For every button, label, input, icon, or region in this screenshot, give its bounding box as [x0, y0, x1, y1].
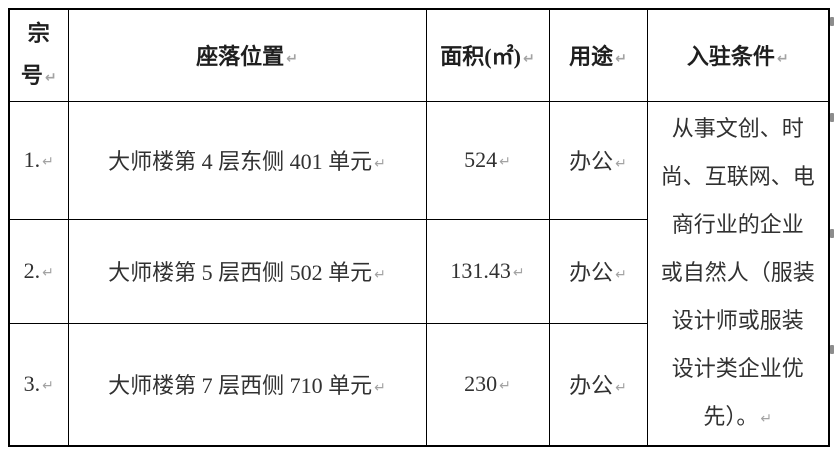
serial-value: 2. [23, 258, 41, 283]
paragraph-mark-icon: ↵ [42, 265, 54, 281]
paragraph-mark-icon: ↵ [512, 265, 525, 281]
area-value: 230 [464, 371, 498, 397]
header-location-label: 座落位置 [196, 44, 285, 70]
paragraph-mark-icon: ↵ [499, 154, 511, 170]
header-location: 座落位置 ↵ [67, 8, 427, 102]
location-value: 大师楼第 7 层西侧 710 单元 [108, 373, 373, 399]
usage-value: 办公 [569, 149, 614, 174]
header-entry-conditions-label: 入驻条件 [686, 44, 775, 70]
paragraph-mark-icon: ↵ [776, 51, 789, 68]
cell-location: 大师楼第 7 层西侧 710 单元 ↵ [67, 322, 427, 447]
cell-usage: 办公 ↵ [548, 218, 648, 324]
header-serial-number-label: 宗号 [20, 21, 50, 89]
serial-value: 1. [23, 147, 41, 172]
paragraph-mark-icon: ↵ [760, 411, 773, 428]
table-row: 1. ↵ 大师楼第 4 层东侧 401 单元 ↵ 524 ↵ 办公 ↵ 从事文创、时 尚、… [8, 100, 830, 447]
header-usage: 用途 ↵ [548, 8, 648, 102]
paragraph-mark-icon: ↵ [615, 267, 627, 283]
entry-conditions-text: 从事文创、时 尚、互联网、电 商行业的企业 或自然人（服装 设计师或服装 设计类企业优 先）… [660, 116, 815, 430]
row-end-mark-icon [830, 229, 834, 238]
location-value: 大师楼第 5 层西侧 502 单元 [108, 260, 373, 285]
paragraph-mark-icon: ↵ [42, 154, 54, 170]
usage-value: 办公 [569, 260, 614, 285]
paragraph-mark-icon: ↵ [374, 267, 386, 283]
usage-value: 办公 [569, 373, 614, 399]
cell-serial: 2. ↵ [8, 218, 69, 324]
paragraph-mark-icon: ↵ [615, 380, 627, 397]
header-entry-conditions: 入驻条件 ↵ [646, 8, 830, 102]
location-value: 大师楼第 4 层东侧 401 单元 [108, 149, 373, 174]
row-end-mark-icon [830, 113, 834, 122]
paragraph-mark-icon: ↵ [615, 51, 627, 68]
table-row: 3. ↵ 大师楼第 7 层西侧 710 单元 ↵ 230 ↵ 办公 ↵ [8, 322, 829, 447]
cell-location: 大师楼第 5 层西侧 502 单元 ↵ [67, 218, 427, 324]
property-listing-table: 宗号 ↵ 座落位置 ↵ 面积(㎡) ↵ 用途 ↵ 入驻条件 ↵ 1. ↵ 大师楼第 4 层东… [8, 8, 830, 447]
serial-value: 3. [23, 371, 41, 397]
header-area: 面积(㎡) ↵ [425, 8, 550, 102]
paragraph-mark-icon: ↵ [615, 156, 627, 172]
row-end-mark-icon [830, 17, 834, 26]
header-area-label: 面积(㎡) [440, 44, 521, 70]
cell-usage: 办公 ↵ [548, 100, 648, 220]
cell-usage: 办公 ↵ [548, 322, 648, 447]
cell-area: 524 ↵ [425, 100, 550, 220]
cell-serial: 3. ↵ [8, 322, 69, 447]
paragraph-mark-icon: ↵ [499, 378, 511, 395]
cell-area: 131.43 ↵ [425, 218, 550, 324]
cell-location: 大师楼第 4 层东侧 401 单元 ↵ [67, 100, 427, 220]
paragraph-mark-icon: ↵ [286, 51, 298, 68]
header-usage-label: 用途 [569, 44, 614, 70]
paragraph-mark-icon: ↵ [42, 378, 54, 395]
cell-entry-conditions: 从事文创、时 尚、互联网、电 商行业的企业 或自然人（服装 设计师或服装 设计类企业优 先）… [646, 100, 830, 447]
area-value: 524 [464, 147, 498, 172]
row-end-mark-icon [830, 345, 834, 354]
paragraph-mark-icon: ↵ [522, 51, 535, 68]
paragraph-mark-icon: ↵ [44, 70, 57, 87]
area-value: 131.43 [450, 258, 511, 283]
cell-serial: 1. ↵ [8, 100, 69, 220]
paragraph-mark-icon: ↵ [374, 156, 386, 172]
table-row: 2. ↵ 大师楼第 5 层西侧 502 单元 ↵ 131.43 ↵ 办公 ↵ [8, 218, 829, 324]
cell-area: 230 ↵ [425, 322, 550, 447]
paragraph-mark-icon: ↵ [374, 380, 386, 397]
table-header-row: 宗号 ↵ 座落位置 ↵ 面积(㎡) ↵ 用途 ↵ 入驻条件 ↵ [8, 8, 830, 102]
header-serial-number: 宗号 ↵ [8, 8, 69, 102]
